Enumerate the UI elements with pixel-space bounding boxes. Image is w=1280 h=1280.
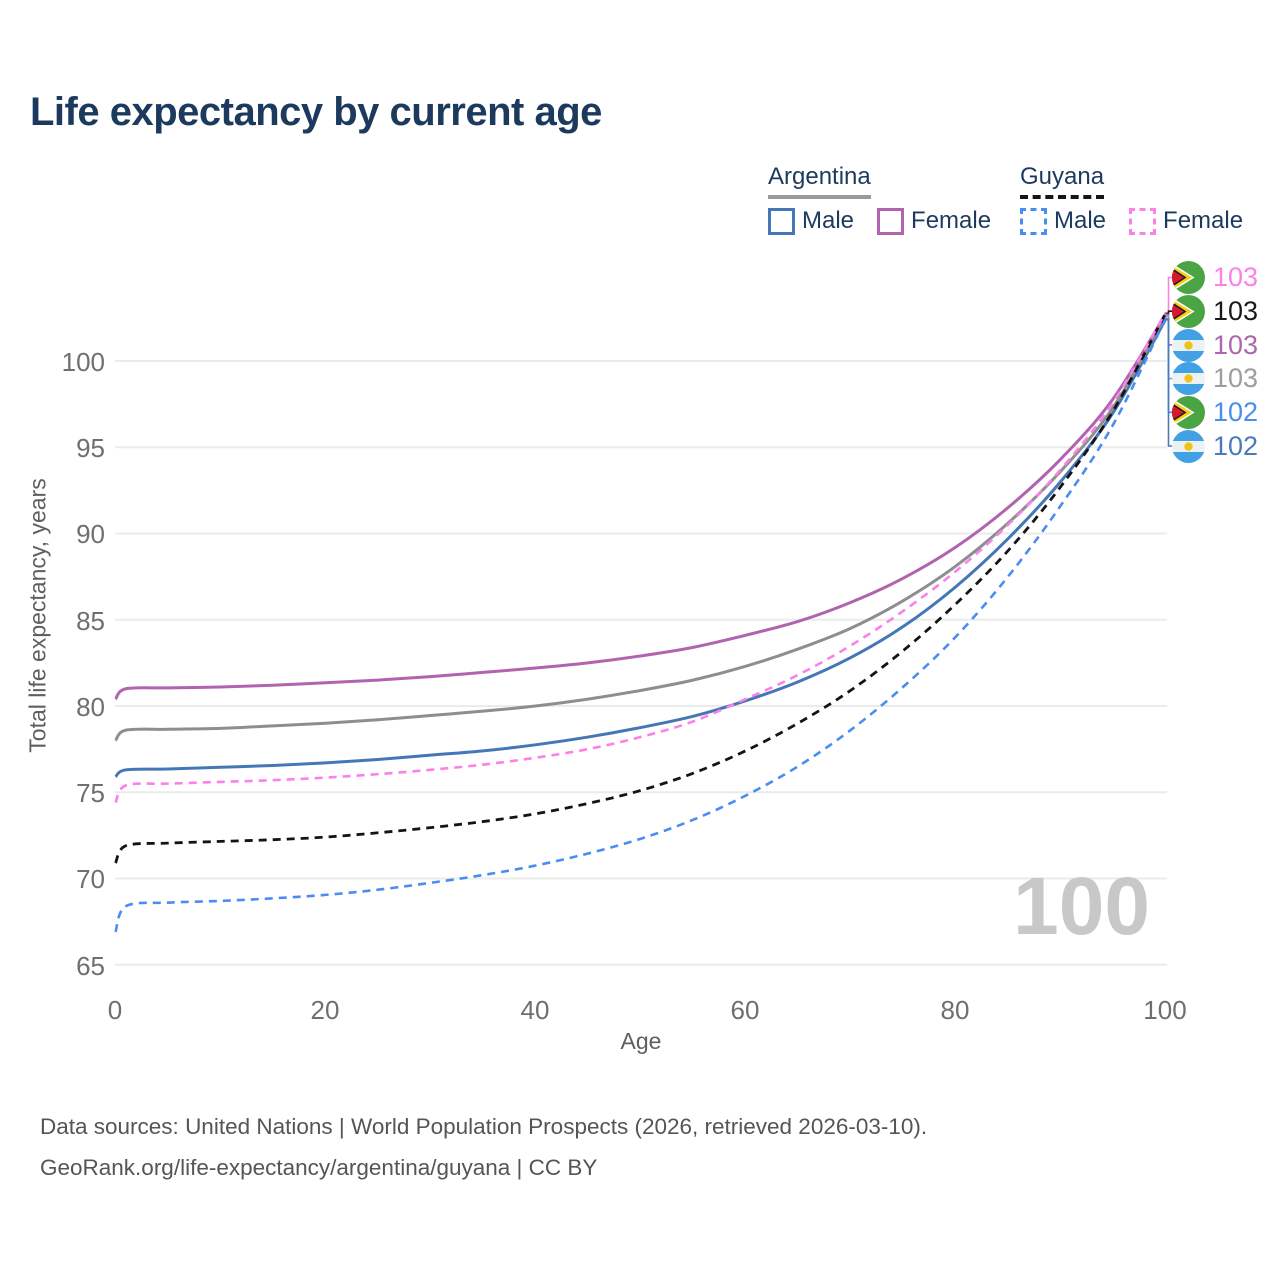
end-label-guyana-male: 102	[1172, 395, 1258, 429]
argentina-male-swatch-icon[interactable]	[768, 207, 795, 235]
legend-country-guyana: Guyana	[1020, 163, 1105, 199]
x-tick-0: 0	[107, 995, 123, 1025]
end-value: 103	[1213, 295, 1259, 326]
argentina-flag-icon	[1172, 328, 1205, 362]
x-axis-title: Age	[620, 1028, 662, 1054]
y-tick-90: 90	[76, 519, 105, 549]
end-value: 102	[1213, 396, 1259, 427]
end-label-guyana-total: 103	[1172, 294, 1258, 328]
x-tick-40: 40	[520, 995, 550, 1025]
y-axis-title: Total life expectancy, years	[24, 478, 51, 753]
legend-label-guyana-female[interactable]: Female	[1163, 207, 1244, 234]
end-value: 103	[1213, 329, 1259, 360]
y-tick-70: 70	[76, 864, 105, 894]
x-tick-60: 60	[730, 995, 760, 1025]
end-label-argentina-female: 103	[1172, 328, 1258, 362]
legend-country-argentina: Argentina	[768, 163, 871, 199]
argentina-flag-icon	[1172, 361, 1205, 395]
page-title: Life expectancy by current age	[30, 90, 602, 134]
attribution-line[interactable]: GeoRank.org/life-expectancy/argentina/gu…	[40, 1155, 598, 1180]
guyana-flag-icon	[1172, 294, 1205, 328]
argentina-flag-icon	[1172, 429, 1205, 463]
end-label-argentina-male: 102	[1172, 429, 1258, 463]
age-watermark: 100	[1013, 861, 1150, 952]
y-tick-80: 80	[76, 692, 105, 722]
guyana-flag-icon	[1172, 260, 1205, 294]
end-value: 103	[1213, 362, 1259, 393]
x-tick-80: 80	[940, 995, 970, 1025]
guyana-female-swatch-icon[interactable]	[1129, 207, 1157, 235]
end-label-argentina-total: 103	[1172, 361, 1258, 395]
x-tick-20: 20	[310, 995, 340, 1025]
y-tick-65: 65	[76, 951, 105, 981]
end-label-guyana-female: 103	[1172, 260, 1258, 294]
legend-group-guyana: Guyana Male Female	[1020, 163, 1243, 235]
argentina-female-swatch-icon[interactable]	[877, 207, 905, 235]
footer: Data sources: United Nations | World Pop…	[40, 1106, 927, 1188]
y-tick-75: 75	[76, 778, 105, 808]
legend-label-guyana-male[interactable]: Male	[1054, 207, 1107, 234]
y-tick-85: 85	[76, 606, 105, 636]
y-tick-100: 100	[61, 347, 105, 377]
data-sources-line: Data sources: United Nations | World Pop…	[40, 1114, 928, 1139]
legend-label-argentina-male[interactable]: Male	[802, 207, 855, 234]
legend-group-argentina: Argentina Male Female	[768, 163, 991, 235]
guyana-male-swatch-icon[interactable]	[1020, 207, 1047, 235]
guyana-flag-icon	[1172, 395, 1205, 429]
end-value: 103	[1213, 261, 1259, 292]
x-tick-100: 100	[1143, 995, 1187, 1025]
y-tick-95: 95	[76, 433, 105, 463]
legend-label-argentina-female[interactable]: Female	[911, 207, 992, 234]
end-value: 102	[1213, 430, 1259, 461]
